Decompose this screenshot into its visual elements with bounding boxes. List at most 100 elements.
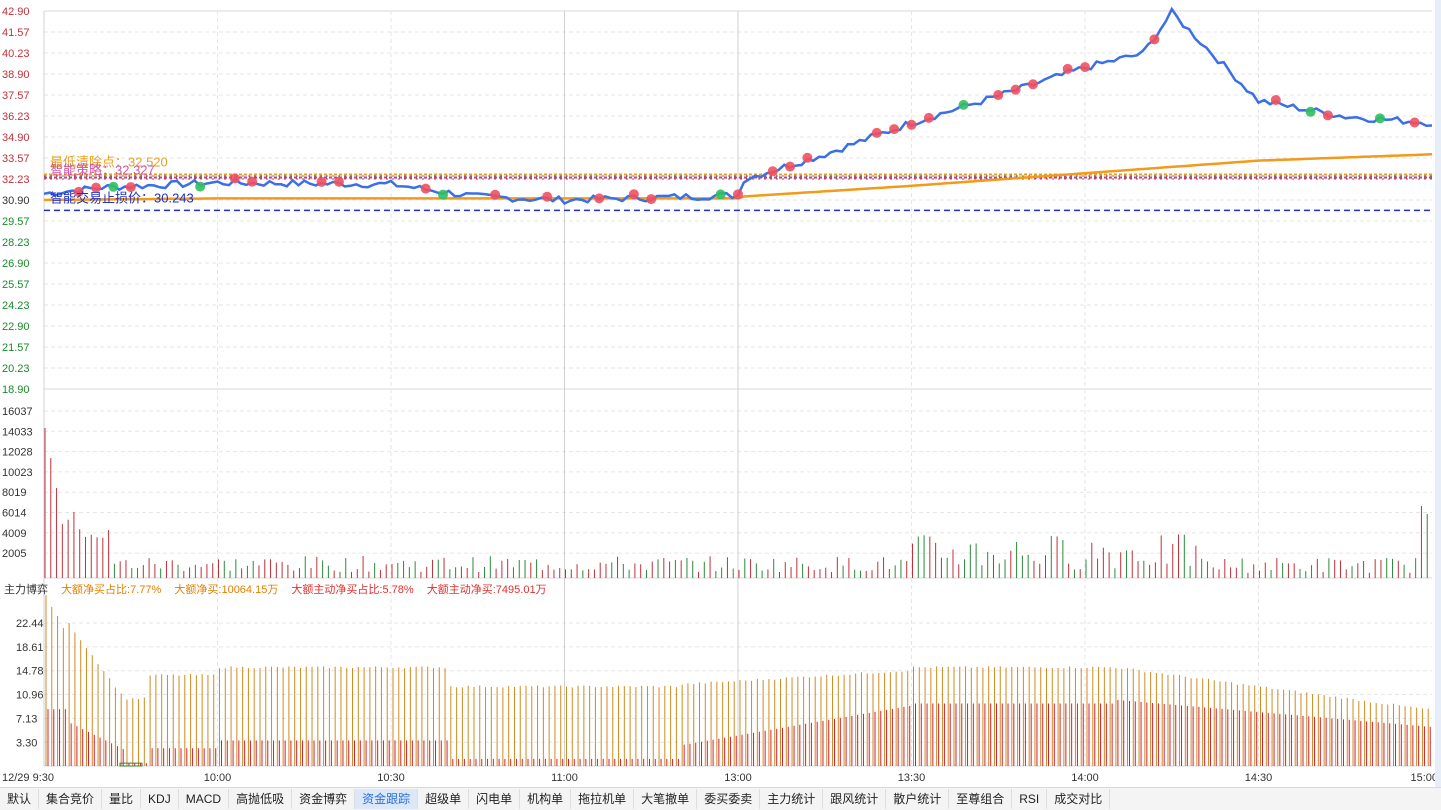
buy-signal-dot: [871, 127, 882, 138]
tab-12[interactable]: 大笔撤单: [634, 789, 698, 809]
overlay-strategy: 智能策略：32.327: [50, 163, 155, 178]
buy-signal-dot: [490, 189, 501, 200]
tab-14[interactable]: 主力统计: [760, 789, 824, 809]
tab-11[interactable]: 拖拉机单: [571, 789, 635, 809]
tab-19[interactable]: 成交对比: [1047, 789, 1111, 809]
price-tick-label: 38.90: [2, 69, 30, 81]
buy-signal-dot: [646, 194, 657, 205]
buy-signal-dot: [594, 193, 605, 204]
flow-tick-label: 22.44: [16, 618, 44, 630]
tab-1[interactable]: 集合竞价: [39, 789, 103, 809]
tab-5[interactable]: 高抛低吸: [229, 789, 293, 809]
stat-large-net-buy: 大额净买:10064.15万: [174, 584, 279, 596]
flow-tick-label: 7.13: [16, 713, 37, 725]
panel-title: 主力博弈: [4, 584, 48, 596]
price-tick-label: 42.90: [2, 6, 30, 18]
time-axis: 12/29 9:30 10:00 10:30 11:00 13:00 13:30 14:00…: [2, 772, 1438, 784]
overlay-clear-point: 最低清除点：32.520: [50, 154, 168, 169]
flow-tick-label: 14.78: [16, 666, 44, 678]
buy-signal-dot: [802, 152, 813, 163]
buy-signal-dot: [1080, 62, 1090, 73]
price-tick-label: 34.90: [2, 132, 30, 144]
volume-tick-label: 2005: [2, 548, 26, 560]
buy-signal-dot: [767, 166, 778, 177]
stat-large-net-buy-ratio: 大额净买占比:7.77%: [61, 584, 162, 596]
flow-stats-bar: 主力博弈 大额净买占比:7.77% 大额净买:10064.15万 大额主动净买占…: [4, 581, 557, 597]
flow-axis: 22.44 18.61 14.78 10.96 7.13 3.30: [16, 618, 44, 749]
buy-signal-dot: [1027, 79, 1038, 90]
tab-6[interactable]: 资金博弈: [292, 789, 356, 809]
sell-signal-dot: [715, 189, 726, 200]
buy-signal-dot: [906, 119, 917, 130]
volume-axis: 16037 14033 12028 10023 8019 6014 4009 2005: [2, 406, 33, 560]
indicator-tab-bar: 默认 集合竞价 量比 KDJ MACD 高抛低吸 资金博弈 资金跟踪 超级单 闪电单 机构单 拖拉机单…: [0, 787, 1441, 810]
buy-signal-dot: [229, 173, 240, 184]
tab-13[interactable]: 委买委卖: [697, 789, 761, 809]
volume-tick-label: 16037: [2, 406, 33, 418]
sell-signal-dot: [1305, 106, 1316, 117]
sell-signal-dot: [438, 189, 449, 200]
price-tick-label: 33.57: [2, 153, 30, 165]
sell-signal-dot: [958, 99, 969, 110]
buy-signal-dot: [1322, 110, 1333, 121]
price-tick-label: 37.57: [2, 90, 30, 102]
price-tick-label: 29.57: [2, 216, 30, 228]
tab-18[interactable]: RSI: [1012, 789, 1048, 809]
buy-signal-dot: [125, 182, 136, 193]
flow-tick-label: 18.61: [16, 642, 44, 654]
buy-signal-dot: [628, 189, 639, 200]
buy-signal-dot: [73, 186, 84, 197]
volume-tick-label: 8019: [2, 487, 26, 499]
price-tick-label: 22.90: [2, 321, 30, 333]
buy-signal-dot: [733, 189, 743, 200]
tab-0[interactable]: 默认: [0, 789, 40, 809]
time-tick-label: 11:00: [551, 772, 578, 784]
volume-tick-label: 10023: [2, 467, 33, 479]
price-axis: 42.90 41.57 40.23 38.90 37.57 36.23 34.90 33.57…: [2, 6, 30, 396]
tab-7[interactable]: 资金跟踪: [355, 789, 419, 809]
price-tick-label: 28.23: [2, 237, 30, 249]
buy-signal-dot: [247, 176, 258, 187]
time-tick-label: 13:00: [724, 772, 752, 784]
time-tick-label: 13:30: [898, 772, 926, 784]
sell-signal-dot: [1374, 113, 1385, 124]
tab-8[interactable]: 超级单: [418, 789, 470, 809]
buy-signal-dot: [889, 124, 900, 135]
buy-signal-dot: [785, 161, 796, 172]
buy-signal-dot: [420, 183, 431, 194]
chart-grid: [43, 10, 1432, 767]
tab-17[interactable]: 至尊组合: [949, 789, 1013, 809]
tab-16[interactable]: 散户统计: [886, 789, 950, 809]
tab-3[interactable]: KDJ: [141, 789, 179, 809]
price-tick-label: 40.23: [2, 48, 30, 60]
reference-lines: [44, 173, 1432, 212]
tab-9[interactable]: 闪电单: [469, 789, 521, 809]
time-tick-label: 10:00: [204, 772, 232, 784]
flow-bars: [45, 595, 1431, 767]
price-tick-label: 41.57: [2, 27, 30, 39]
price-tick-label: 32.23: [2, 174, 30, 186]
intraday-chart[interactable]: 42.90 41.57 40.23 38.90 37.57 36.23 34.90 33.57…: [0, 0, 1441, 787]
tab-10[interactable]: 机构单: [520, 789, 572, 809]
buy-signal-dot: [316, 176, 327, 187]
tab-2[interactable]: 量比: [102, 789, 142, 809]
time-tick-label: 10:30: [377, 772, 405, 784]
buy-signal-dot: [923, 112, 934, 123]
buy-signal-dot: [1270, 95, 1281, 106]
tab-4[interactable]: MACD: [179, 789, 230, 809]
price-tick-label: 36.23: [2, 111, 30, 123]
buy-signal-dot: [91, 182, 102, 193]
time-tick-label: 14:00: [1071, 772, 1099, 784]
tab-15[interactable]: 跟风统计: [823, 789, 887, 809]
stat-active-net-buy: 大额主动净买:7495.01万: [426, 584, 547, 596]
flow-tick-label: 3.30: [16, 737, 37, 749]
buy-signal-dot: [1062, 63, 1073, 74]
right-scrollbar[interactable]: [1435, 0, 1441, 787]
price-tick-label: 21.57: [2, 342, 30, 354]
flow-negative-marker: [119, 762, 143, 767]
buy-signal-dot: [1409, 117, 1420, 128]
buy-signal-dot: [1010, 84, 1021, 95]
volume-tick-label: 14033: [2, 426, 33, 438]
price-tick-label: 20.23: [2, 363, 30, 375]
volume-tick-label: 6014: [2, 508, 26, 520]
